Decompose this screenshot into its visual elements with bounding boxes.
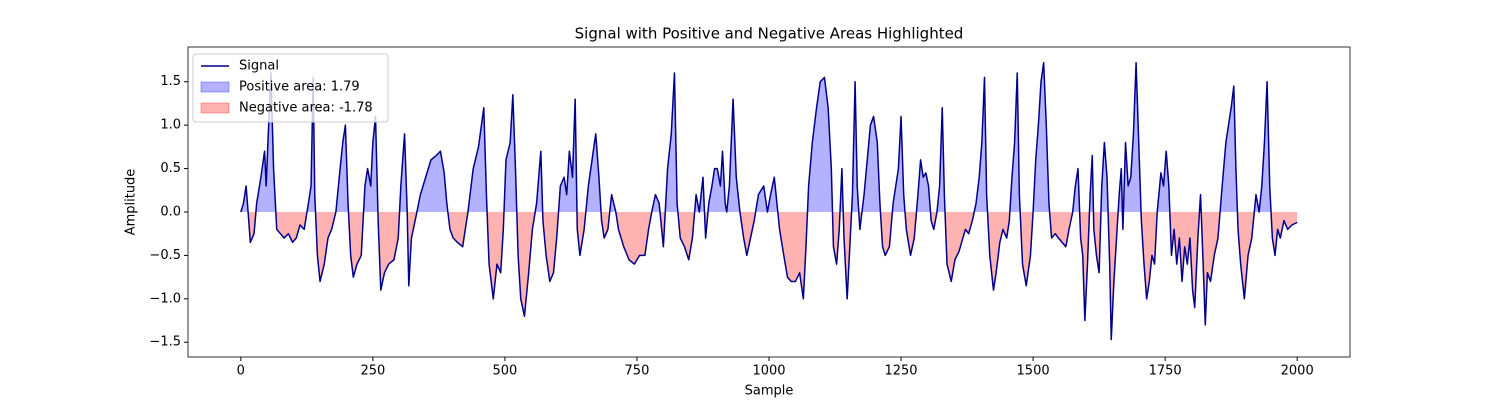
x-tick-label: 500 (492, 364, 517, 379)
x-tick-label: 1000 (752, 364, 785, 379)
x-tick-label: 750 (625, 364, 650, 379)
y-tick-label: 0.0 (160, 204, 181, 219)
x-axis-label: Sample (745, 384, 794, 399)
x-tick-label: 1500 (1017, 364, 1050, 379)
legend-swatch (200, 81, 230, 93)
legend-label: Positive area: 1.79 (239, 80, 360, 95)
x-tick-label: 250 (360, 364, 385, 379)
x-tick-label: 2000 (1281, 364, 1314, 379)
legend-swatch (200, 102, 230, 114)
legend-label: Negative area: -1.78 (239, 101, 373, 116)
legend-box (192, 53, 389, 123)
x-tick-label: 1750 (1149, 364, 1182, 379)
x-tick-label: 1250 (884, 364, 917, 379)
y-tick-label: −0.5 (149, 248, 181, 263)
y-tick-label: 0.5 (160, 161, 181, 176)
y-tick-label: 1.0 (160, 118, 181, 133)
y-axis-label: Amplitude (124, 169, 139, 236)
area-fill (240, 62, 1272, 212)
y-tick-label: 1.5 (160, 74, 181, 89)
legend-label: Signal (239, 59, 279, 74)
y-tick-label: −1.5 (149, 335, 181, 350)
y-tick-label: −1.0 (149, 291, 181, 306)
signal-line (240, 61, 1298, 341)
x-tick-label: 0 (237, 364, 245, 379)
area-fill (240, 211, 1298, 340)
chart-title: Signal with Positive and Negative Areas … (575, 25, 964, 43)
